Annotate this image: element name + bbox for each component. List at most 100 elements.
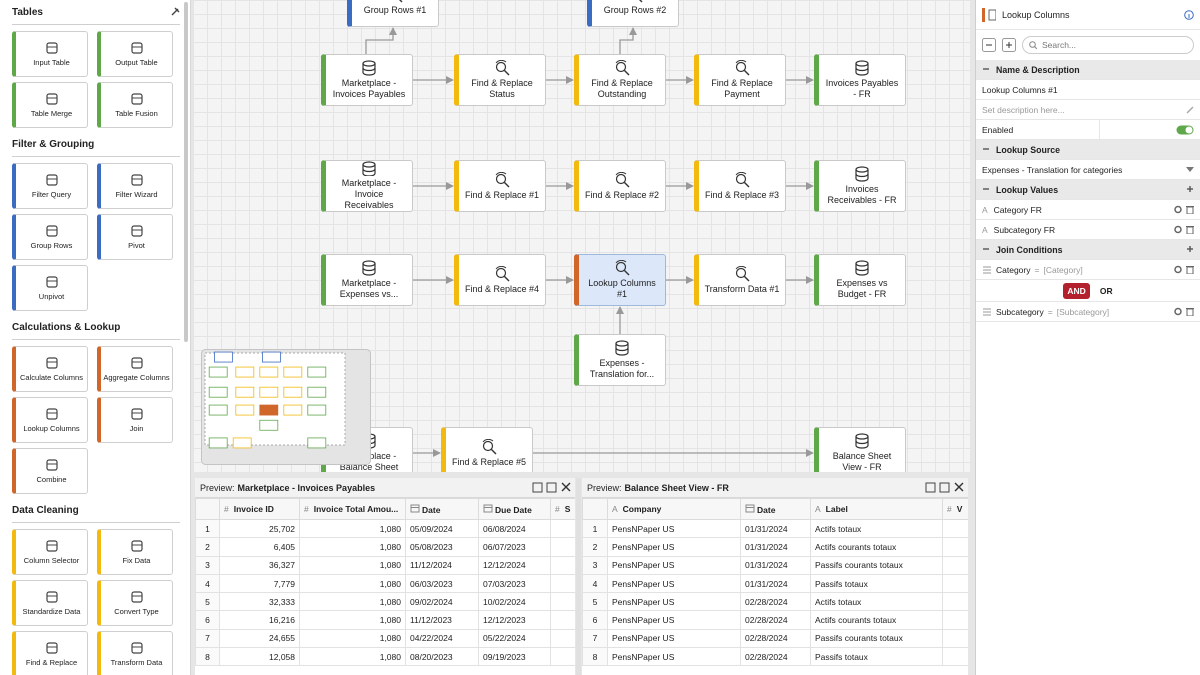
tool-tile[interactable]: Column Selector: [12, 529, 88, 575]
pipeline-node[interactable]: Lookup Columns #1: [574, 254, 666, 306]
column-header[interactable]: # Invoice Total Amou...: [299, 498, 406, 520]
tool-tile[interactable]: Convert Type: [97, 580, 173, 626]
pipeline-node[interactable]: Expenses vs Budget - FR: [814, 254, 906, 306]
tool-label: Pivot: [128, 241, 145, 250]
join-condition[interactable]: Subcategory = [Subcategory]: [976, 302, 1200, 322]
pipeline-node[interactable]: Marketplace - Invoice Receivables: [321, 160, 413, 212]
search-box[interactable]: Search...: [1022, 36, 1194, 54]
pipeline-node[interactable]: Group Rows #2: [587, 0, 679, 27]
node-label: Find & Replace #3: [704, 189, 780, 200]
tool-tile[interactable]: Aggregate Columns: [97, 346, 173, 392]
lookup-value[interactable]: A Category FR: [976, 200, 1200, 220]
tool-tile[interactable]: Find & Replace: [12, 631, 88, 675]
row-index: 4: [582, 573, 608, 594]
column-header[interactable]: Date: [405, 498, 479, 520]
column-name: Company: [622, 504, 662, 514]
row-index: 6: [195, 610, 220, 630]
icon-part: [561, 482, 571, 492]
section-header[interactable]: Join Conditions: [976, 240, 1200, 260]
icon-part: [495, 60, 507, 64]
pipeline-node[interactable]: Invoices Receivables - FR: [814, 160, 906, 212]
expand-button[interactable]: [1002, 38, 1016, 52]
logic-option[interactable]: AND: [1063, 282, 1090, 299]
column-header[interactable]: Due Date: [478, 498, 551, 520]
tool-tile[interactable]: Calculate Columns: [12, 346, 88, 392]
tool-tile[interactable]: Filter Wizard: [97, 163, 173, 209]
tool-tile[interactable]: Output Table: [97, 31, 173, 77]
tool-tile[interactable]: Fix Data: [97, 529, 173, 575]
add-button[interactable]: [1186, 245, 1194, 255]
pipeline-node[interactable]: Invoices Payables - FR: [814, 54, 906, 106]
pipeline-node[interactable]: Find & Replace #3: [694, 160, 786, 212]
icon-part: [262, 351, 281, 363]
description-field[interactable]: Set description here...: [976, 100, 1200, 120]
tool-tile[interactable]: Table Fusion: [97, 82, 173, 128]
index-header: [582, 498, 608, 520]
preview-table: # Invoice ID # Invoice Total Amou... Date Due…: [195, 498, 575, 667]
section-header[interactable]: Name & Description: [976, 60, 1200, 80]
add-button[interactable]: [1186, 185, 1194, 195]
logic-option[interactable]: OR: [1099, 285, 1113, 296]
search-icon: [1029, 41, 1037, 49]
tool-grid: Filter Query Filter Wizard Group Rows Pivot…: [12, 163, 190, 311]
tool-tile[interactable]: Unpivot: [12, 265, 88, 311]
cell: [942, 573, 968, 594]
node-icon: [855, 433, 869, 449]
pipeline-node[interactable]: Expenses - Translation for...: [574, 334, 666, 386]
tool-tile[interactable]: Join: [97, 397, 173, 443]
pipeline-node[interactable]: Marketplace - Invoices Payables: [321, 54, 413, 106]
scrollbar[interactable]: [184, 2, 188, 342]
data-row: 4 PensNPaper US 01/31/2024 Passifs totaux: [582, 573, 968, 594]
pipeline-node[interactable]: Find & Replace Payment: [694, 54, 786, 106]
lookup-source-select[interactable]: Expenses - Translation for categories: [976, 160, 1200, 180]
pipeline-node[interactable]: Find & Replace #4: [454, 254, 546, 306]
minimap[interactable]: [201, 349, 371, 470]
icon-part: [45, 642, 58, 654]
pipeline-node[interactable]: Group Rows #1: [347, 0, 439, 27]
tool-tile[interactable]: Lookup Columns: [12, 397, 88, 443]
tool-tile[interactable]: Filter Query: [12, 163, 88, 209]
column-header[interactable]: # S: [550, 498, 575, 520]
tool-tile[interactable]: Standardize Data: [12, 580, 88, 626]
index-header: [195, 498, 220, 520]
enabled-toggle[interactable]: [1176, 125, 1194, 135]
column-header[interactable]: # Invoice ID: [219, 498, 300, 520]
minus: [982, 65, 990, 75]
data-row: 1 25,702 1,080 05/09/2024 06/08/2024: [195, 518, 575, 539]
join-condition[interactable]: Category = [Category]: [976, 260, 1200, 280]
section-header[interactable]: Lookup Values: [976, 180, 1200, 200]
pipeline-node[interactable]: Find & Replace #2: [574, 160, 666, 212]
pipeline-node[interactable]: Balance Sheet View - FR: [814, 427, 906, 472]
pipeline-node[interactable]: Find & Replace #5: [441, 427, 533, 472]
column-header[interactable]: A Label: [810, 498, 943, 520]
icon-part: [45, 174, 58, 186]
pipeline-canvas[interactable]: Group Rows #1 Group Rows #2 Marketplace - …: [193, 0, 970, 472]
column-header[interactable]: Date: [740, 498, 811, 520]
section-header[interactable]: Lookup Source: [976, 140, 1200, 160]
cell: [550, 555, 575, 575]
pipeline-node[interactable]: Find & Replace Status: [454, 54, 546, 106]
icon-part: [495, 61, 507, 73]
column-header[interactable]: # V: [942, 498, 968, 520]
pipeline-node[interactable]: Marketplace - Expenses vs...: [321, 254, 413, 306]
tool-section: Filter & Grouping Filter Query Filter Wiza…: [12, 132, 190, 311]
column-header[interactable]: A Company: [607, 498, 741, 520]
cell: Actifs courants totaux: [810, 537, 943, 557]
pipeline-node[interactable]: Find & Replace Outstanding: [574, 54, 666, 106]
name-field[interactable]: Lookup Columns #1: [976, 80, 1200, 100]
tool-tile[interactable]: Transform Data: [97, 631, 173, 675]
tool-tile[interactable]: Input Table: [12, 31, 88, 77]
tool-tile[interactable]: Combine: [12, 448, 88, 494]
icon-part: [855, 260, 869, 267]
lookup-value[interactable]: A Subcategory FR: [976, 220, 1200, 240]
tool-tile[interactable]: Group Rows: [12, 214, 88, 260]
pipeline-node[interactable]: Find & Replace #1: [454, 160, 546, 212]
icon-part: [855, 433, 869, 440]
info-icon[interactable]: [1184, 9, 1194, 20]
panel-divider[interactable]: [576, 478, 581, 675]
minus: [982, 145, 990, 155]
tool-tile[interactable]: Pivot: [97, 214, 173, 260]
pipeline-node[interactable]: Transform Data #1: [694, 254, 786, 306]
collapse-button[interactable]: [982, 38, 996, 52]
tool-tile[interactable]: Table Merge: [12, 82, 88, 128]
